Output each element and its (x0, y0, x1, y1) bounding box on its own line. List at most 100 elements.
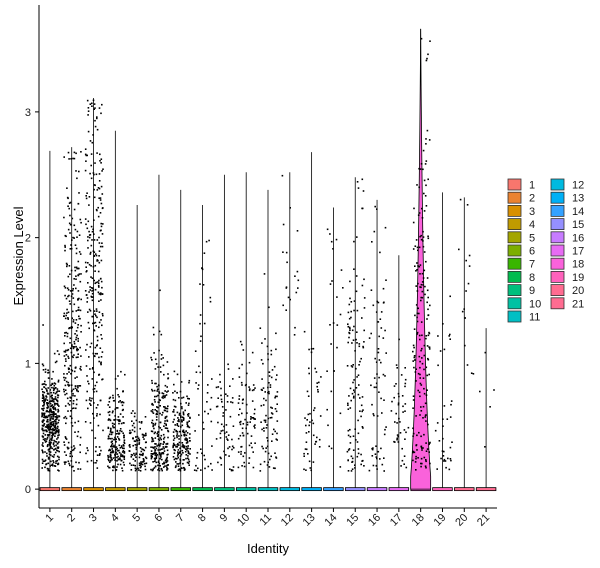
data-point (274, 396, 276, 399)
legend-swatch (507, 191, 522, 204)
data-point (416, 312, 419, 315)
data-point (56, 388, 59, 390)
data-point (121, 404, 124, 407)
data-point (68, 158, 70, 160)
data-point (97, 285, 100, 287)
data-point (248, 444, 251, 447)
x-tick-label: 10 (235, 512, 252, 529)
data-point (326, 408, 328, 411)
data-point (249, 388, 251, 390)
data-point (84, 421, 87, 423)
data-point (67, 295, 69, 298)
data-point (265, 399, 267, 402)
data-point (133, 430, 136, 433)
data-point (43, 386, 45, 388)
data-point (377, 321, 380, 323)
legend-swatch (507, 218, 522, 231)
data-point (108, 414, 111, 416)
data-point (318, 446, 321, 448)
data-point (158, 398, 160, 401)
data-point (43, 416, 45, 419)
data-point (58, 405, 60, 407)
data-point (176, 443, 179, 446)
data-point (163, 447, 165, 450)
data-point (68, 202, 71, 204)
data-point (55, 360, 58, 363)
data-point (99, 293, 102, 296)
data-point (166, 456, 168, 459)
data-point (52, 414, 55, 417)
data-point (70, 158, 72, 160)
legend-swatch (550, 270, 565, 283)
data-point (91, 296, 93, 298)
data-point (342, 287, 344, 289)
violin-group-20 (454, 197, 475, 492)
data-point (47, 406, 49, 408)
data-point (51, 436, 54, 438)
data-point (417, 307, 419, 310)
data-point (87, 282, 89, 284)
data-point (56, 450, 59, 452)
data-point (415, 285, 417, 287)
data-point (46, 430, 48, 433)
data-point (351, 329, 354, 332)
data-point (46, 438, 48, 440)
data-point (48, 409, 51, 412)
data-point (270, 416, 273, 419)
data-point (231, 445, 234, 448)
data-point (310, 469, 312, 472)
data-point (46, 407, 49, 409)
data-point (50, 438, 53, 440)
data-point (89, 397, 91, 399)
data-point (443, 460, 445, 462)
data-point (112, 397, 114, 399)
data-point (376, 208, 378, 210)
data-point (100, 259, 103, 262)
data-point (99, 199, 102, 201)
data-point (75, 310, 78, 312)
data-point (461, 310, 464, 313)
data-point (80, 331, 82, 333)
data-point (70, 295, 73, 298)
data-point (74, 228, 77, 231)
data-point (122, 408, 124, 411)
violin-base-8 (192, 487, 213, 492)
data-point (87, 110, 90, 112)
data-point (43, 401, 45, 403)
data-point (333, 370, 335, 372)
data-point (85, 223, 87, 226)
data-point (153, 447, 155, 449)
data-point (164, 420, 166, 422)
data-point (94, 264, 97, 267)
data-point (347, 408, 350, 410)
data-point (113, 423, 116, 425)
data-point (97, 215, 100, 218)
data-point (155, 457, 158, 459)
data-point (241, 412, 243, 415)
data-point (67, 447, 70, 449)
data-point (263, 397, 265, 400)
data-point (95, 314, 97, 317)
data-point (92, 322, 94, 325)
data-point (303, 452, 305, 455)
data-point (159, 457, 161, 460)
data-point (47, 462, 49, 465)
data-point (402, 411, 404, 413)
data-point (177, 425, 180, 427)
data-point (446, 418, 449, 420)
data-point (72, 320, 75, 323)
data-point (128, 444, 131, 447)
data-point (69, 415, 72, 418)
data-point (238, 367, 241, 370)
data-point (415, 368, 417, 370)
data-point (51, 400, 54, 402)
data-point (139, 470, 142, 472)
data-point (162, 438, 165, 440)
data-point (70, 460, 73, 462)
data-point (187, 415, 190, 417)
data-point (221, 406, 224, 408)
data-point (246, 372, 248, 375)
data-point (269, 417, 272, 419)
legend-swatch (507, 310, 522, 323)
data-point (119, 413, 122, 415)
